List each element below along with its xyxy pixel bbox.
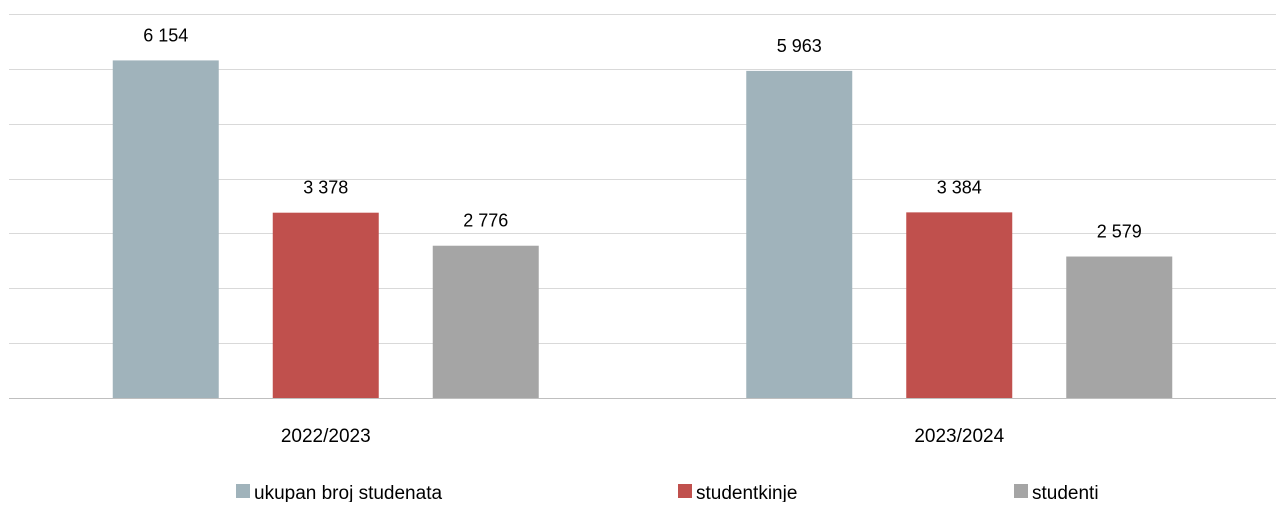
bar-studentkinje-2023-2024 xyxy=(906,212,1013,398)
legend-swatch xyxy=(1014,484,1028,498)
data-label: 2 579 xyxy=(1097,222,1142,242)
legend-label: ukupan broj studenata xyxy=(254,483,442,502)
data-label: 5 963 xyxy=(777,36,822,56)
bar-studentkinje-2022-2023 xyxy=(272,212,379,398)
data-label: 3 384 xyxy=(937,177,982,197)
legend: ukupan broj studenata studentkinje student… xyxy=(236,483,1099,504)
gridlines xyxy=(9,14,1276,399)
data-label: 2 776 xyxy=(463,211,508,231)
legend-swatch xyxy=(678,484,692,498)
x-tick-label: 2023/2024 xyxy=(914,426,1004,447)
legend-label: studentkinje xyxy=(696,483,797,502)
data-label: 3 378 xyxy=(303,178,348,198)
bar-studenti-2023-2024 xyxy=(1066,256,1173,398)
legend-label: studenti xyxy=(1032,483,1099,502)
bar-ukupan-broj-studenata-2023-2024 xyxy=(746,70,853,399)
bars-layer xyxy=(112,60,1173,399)
bar-ukupan-broj-studenata-2022-2023 xyxy=(112,60,219,398)
data-labels-layer: 6 154 3 378 2 776 5 963 3 384 2 579 xyxy=(143,25,1142,241)
x-tick-label: 2022/2023 xyxy=(281,426,371,447)
bar-studenti-2022-2023 xyxy=(432,245,539,398)
data-label: 6 154 xyxy=(143,25,188,45)
x-axis: 2022/2023 2023/2024 xyxy=(281,426,1005,447)
legend-swatch xyxy=(236,484,250,498)
